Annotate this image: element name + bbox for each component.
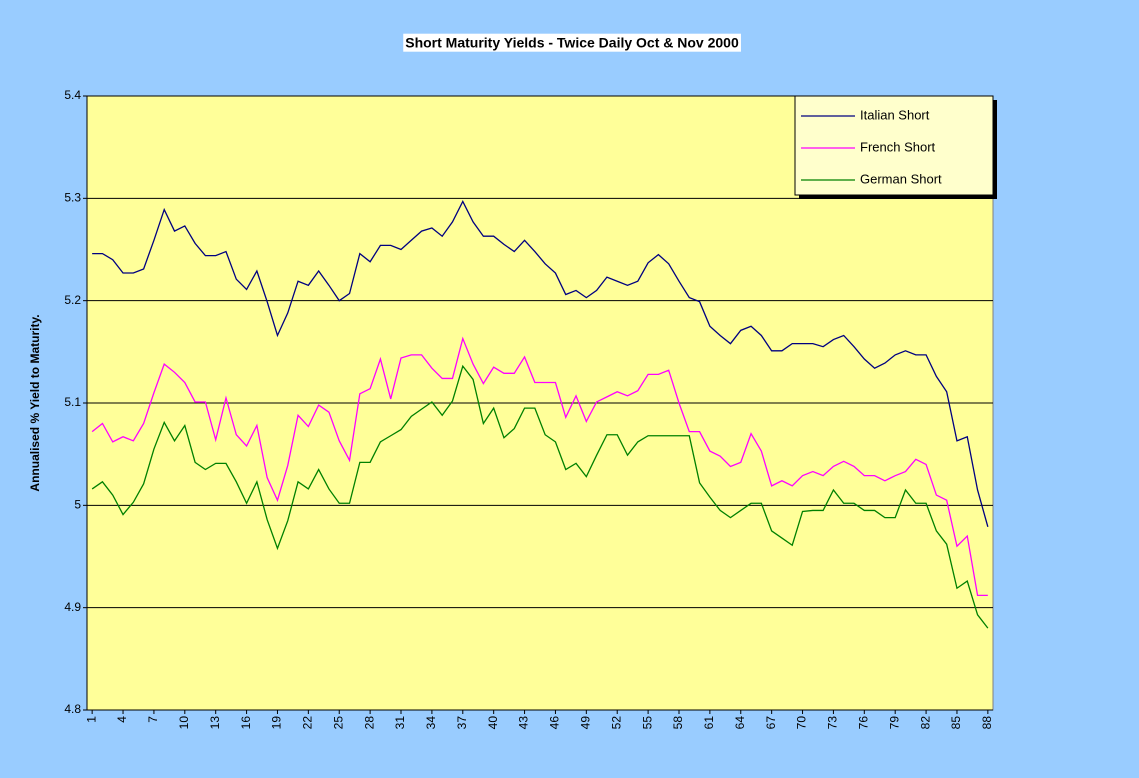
legend [794, 95, 994, 196]
x-tick-label: 28 [362, 716, 376, 730]
x-tick-label: 67 [764, 716, 778, 730]
title-background [403, 33, 741, 52]
x-tick-label: 16 [239, 716, 253, 730]
x-tick-label: 25 [331, 716, 345, 730]
y-tick-label: 5 [74, 498, 81, 512]
x-tick-label: 43 [517, 716, 531, 730]
x-tick-label: 70 [795, 716, 809, 730]
x-tick-label: 22 [301, 716, 315, 730]
x-tick-label: 52 [609, 716, 623, 730]
y-tick-label: 4.8 [64, 702, 81, 716]
y-tick-label: 5.2 [64, 293, 81, 307]
line-series [91, 364, 989, 629]
line-series [92, 199, 989, 527]
y-axis-label: Annualised % Yield to Maturity. [28, 314, 42, 491]
y-tick-label: 4.9 [64, 600, 81, 614]
x-tick-label: 49 [579, 716, 593, 730]
y-tick-label: 5.1 [64, 395, 81, 409]
x-tick-label: 85 [949, 716, 963, 730]
line-series [91, 336, 988, 597]
x-tick-label: 73 [826, 716, 840, 730]
x-tick-label: 34 [424, 716, 438, 730]
x-tick-label: 40 [486, 716, 500, 730]
x-tick-label: 37 [455, 716, 469, 730]
x-tick-label: 7 [146, 716, 160, 723]
y-tick-label: 5.4 [64, 88, 81, 102]
x-tick-label: 46 [548, 716, 562, 730]
x-tick-label: 13 [208, 716, 222, 730]
x-tick-label: 79 [887, 716, 901, 730]
x-tick-label: 64 [733, 716, 747, 730]
x-tick-label: 10 [177, 716, 191, 730]
chart-title: Short Maturity Yields - Twice Daily Oct … [405, 35, 739, 51]
x-tick-label: 1 [84, 716, 98, 723]
y-tick-label: 5.3 [64, 191, 81, 205]
legend-label: Italian Short [860, 107, 930, 122]
x-tick-label: 58 [671, 716, 685, 730]
x-tick-label: 19 [270, 716, 284, 730]
legend-label: French Short [860, 139, 936, 154]
x-tick-label: 4 [115, 716, 129, 723]
x-tick-label: 82 [918, 716, 932, 730]
x-tick-label: 76 [856, 716, 870, 730]
legend-label: German Short [860, 171, 942, 186]
x-tick-label: 61 [702, 716, 716, 730]
x-tick-label: 88 [980, 716, 994, 730]
x-tick-label: 31 [393, 716, 407, 730]
x-tick-label: 55 [640, 716, 654, 730]
